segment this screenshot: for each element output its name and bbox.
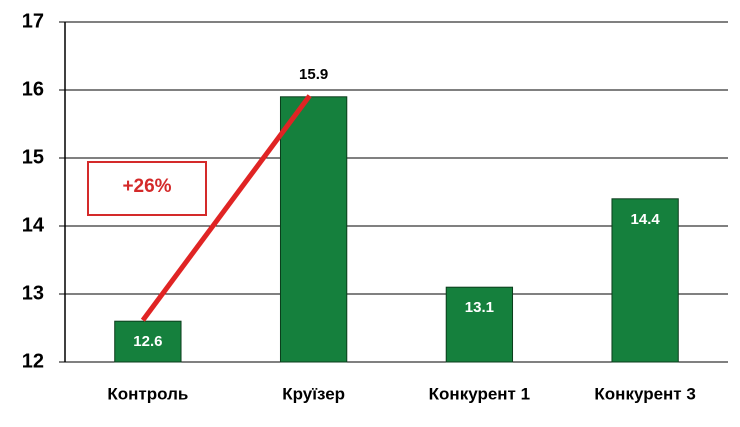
growth-line	[140, 94, 312, 322]
y-tick-label: 13	[22, 282, 44, 304]
y-tick-label: 12	[22, 350, 44, 372]
value-label: 13.1	[465, 299, 494, 316]
value-label: 12.6	[133, 333, 162, 350]
value-label: 14.4	[631, 211, 661, 228]
y-tick-label: 14	[22, 214, 45, 236]
x-tick-label: Конкурент 3	[594, 384, 695, 403]
bar	[114, 320, 182, 363]
bar	[611, 198, 679, 363]
bar	[445, 286, 514, 363]
value-label: 15.9	[299, 66, 328, 83]
x-tick-label: Контроль	[107, 384, 188, 403]
y-tick-label: 16	[22, 78, 44, 100]
y-tick-label: 15	[22, 146, 44, 168]
annotation: +26%	[122, 176, 171, 197]
x-tick-label: Круїзер	[282, 384, 345, 403]
bar	[279, 96, 348, 363]
x-tick-label: Конкурент 1	[429, 384, 530, 403]
y-tick-label: 17	[22, 10, 44, 32]
annotation-box	[87, 161, 207, 216]
